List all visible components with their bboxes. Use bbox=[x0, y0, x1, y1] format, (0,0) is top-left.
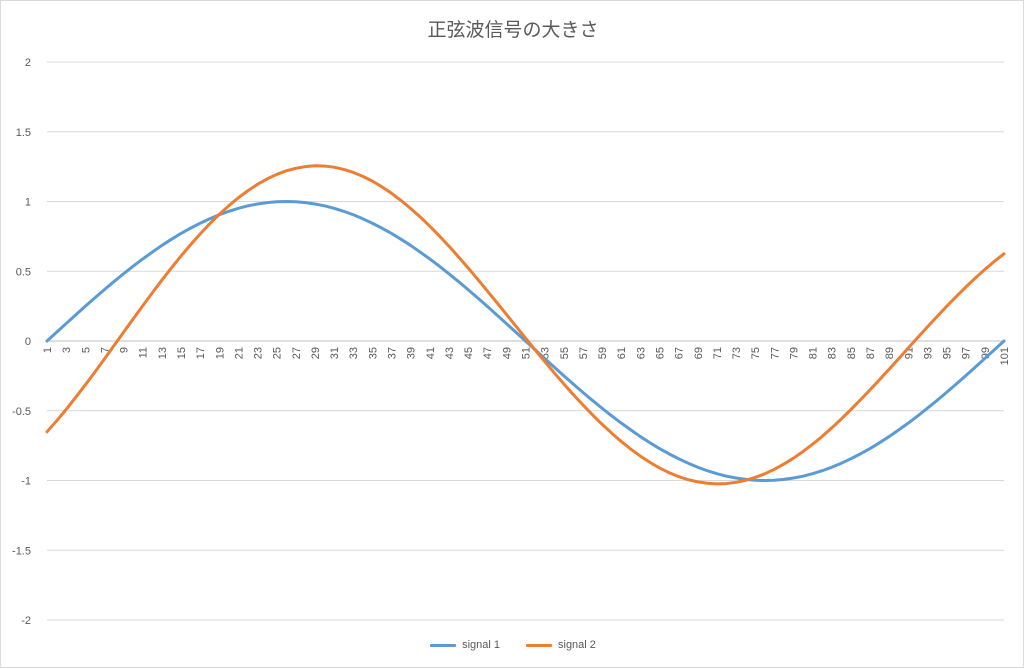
x-tick-label: 11 bbox=[138, 347, 150, 358]
x-tick-label: 67 bbox=[674, 347, 686, 359]
x-tick-label: 55 bbox=[559, 347, 571, 359]
x-tick-label: 97 bbox=[961, 347, 973, 359]
x-tick-label: 65 bbox=[654, 347, 666, 359]
series-line-2[interactable] bbox=[45, 164, 1006, 486]
x-tick-label: 69 bbox=[693, 347, 705, 359]
x-tick-label: 37 bbox=[387, 347, 399, 359]
x-tick-label: 21 bbox=[233, 347, 245, 359]
x-tick-label: 73 bbox=[731, 347, 743, 359]
x-tick-label: 49 bbox=[501, 347, 513, 359]
x-tick-label: 15 bbox=[176, 347, 188, 359]
x-tick-label: 81 bbox=[808, 347, 820, 359]
x-tick-label: 63 bbox=[635, 347, 647, 359]
legend-swatch-signal-1 bbox=[430, 643, 457, 647]
chart-title: 正弦波信号の大きさ bbox=[427, 19, 599, 41]
x-tick-label: 77 bbox=[769, 347, 781, 359]
x-tick-label: 85 bbox=[846, 347, 858, 359]
y-tick-label: 0 bbox=[25, 336, 31, 348]
x-tick-label: 51 bbox=[521, 347, 533, 359]
legend-label-signal-2: signal 2 bbox=[558, 639, 596, 651]
y-tick-label: 0.5 bbox=[16, 266, 31, 278]
x-tick-label: 101 bbox=[999, 347, 1011, 365]
x-tick-label: 33 bbox=[348, 347, 360, 359]
x-tick-label: 87 bbox=[865, 347, 877, 359]
x-tick-label: 71 bbox=[712, 347, 724, 359]
y-tick-label: 1.5 bbox=[16, 127, 31, 139]
x-tick-label: 75 bbox=[750, 347, 762, 359]
x-tick-label: 23 bbox=[253, 347, 265, 359]
x-tick-label: 93 bbox=[922, 347, 934, 359]
x-tick-label: 83 bbox=[827, 347, 839, 359]
x-tick-label: 25 bbox=[272, 347, 284, 359]
x-tick-label: 47 bbox=[482, 347, 494, 359]
x-tick-label: 13 bbox=[157, 347, 169, 359]
x-tick-label: 41 bbox=[425, 347, 437, 359]
x-tick-label: 17 bbox=[195, 347, 207, 359]
x-tick-label: 3 bbox=[61, 347, 73, 353]
x-tick-label: 29 bbox=[310, 347, 322, 359]
x-tick-label: 9 bbox=[119, 347, 131, 353]
x-tick-label: 57 bbox=[578, 347, 590, 359]
x-tick-label: 39 bbox=[406, 347, 418, 359]
legend-item-signal-2[interactable]: signal 2 bbox=[526, 639, 596, 651]
series-line-1[interactable] bbox=[45, 200, 1006, 482]
series-lines bbox=[45, 164, 1006, 486]
x-tick-label: 45 bbox=[463, 347, 475, 359]
y-tick-label: -1.5 bbox=[12, 545, 31, 557]
x-tick-label: 27 bbox=[291, 347, 303, 359]
x-tick-label: 43 bbox=[444, 347, 456, 359]
x-tick-label: 7 bbox=[99, 347, 111, 353]
y-tick-label: -1 bbox=[21, 476, 31, 488]
y-tick-label: 2 bbox=[25, 57, 31, 69]
x-tick-label: 61 bbox=[616, 347, 628, 359]
x-tick-label: 79 bbox=[788, 347, 800, 359]
x-tick-label: 89 bbox=[884, 347, 896, 359]
legend: signal 1 signal 2 bbox=[1, 639, 1024, 651]
x-tick-label: 35 bbox=[367, 347, 379, 359]
x-tick-label: 19 bbox=[214, 347, 226, 359]
x-tick-label: 1 bbox=[42, 347, 54, 353]
legend-label-signal-1: signal 1 bbox=[462, 639, 500, 651]
legend-item-signal-1[interactable]: signal 1 bbox=[430, 639, 500, 651]
y-tick-label: 1 bbox=[25, 197, 31, 209]
y-axis-ticks: 2 1.5 1 0.5 0 -0.5 -1 -1.5 -2 bbox=[12, 57, 31, 627]
x-tick-label: 5 bbox=[80, 347, 92, 353]
legend-swatch-signal-2 bbox=[526, 643, 552, 647]
x-tick-label: 95 bbox=[942, 347, 954, 359]
y-tick-label: -0.5 bbox=[12, 406, 31, 418]
x-axis-ticks: 1 3 5 7 9 11 13 15 17 19 21 23 25 27 29 31 33 35 37 39 41 43 4… bbox=[42, 347, 1011, 365]
y-tick-label: -2 bbox=[21, 615, 31, 627]
x-tick-label: 59 bbox=[597, 347, 609, 359]
x-tick-label: 31 bbox=[329, 347, 341, 359]
